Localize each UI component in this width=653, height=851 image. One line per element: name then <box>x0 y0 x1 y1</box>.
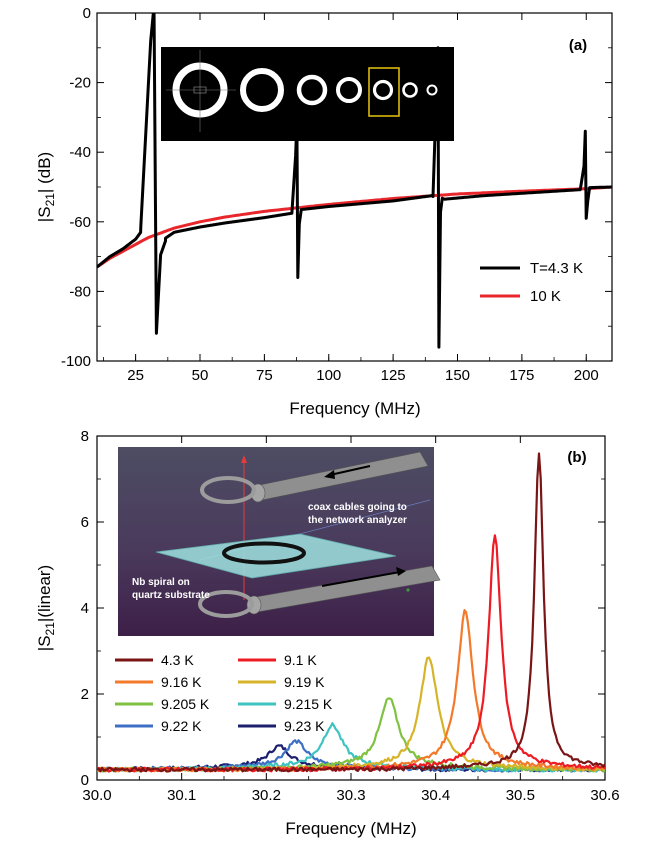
legend-b-label-3: 9.19 K <box>284 674 325 690</box>
panel-a-xtick-label-6: 175 <box>509 367 534 384</box>
panel-a-ytick-label-0: 0 <box>83 5 91 22</box>
legend-b-label-7: 9.23 K <box>284 718 325 734</box>
panel-a-ytick-label-5: -100 <box>61 353 91 370</box>
panel-b-ytick-label-2: 4 <box>81 600 89 617</box>
panel-a-ytick-label-1: -20 <box>69 75 91 92</box>
panel-a-curves <box>97 13 612 349</box>
panel-b-curves <box>97 452 605 773</box>
panel-b-label: (b) <box>567 449 586 466</box>
ring-2 <box>240 68 284 112</box>
panel-b-xtick-label-2: 30.2 <box>252 787 281 804</box>
panel-a-xtick-label-4: 125 <box>381 367 406 384</box>
inset-coax-label-1: coax cables going to <box>308 502 407 513</box>
legend-a-label-1: 10 K <box>530 288 561 305</box>
panel-b-ytick-label-4: 8 <box>81 428 89 445</box>
panel-b-xtick-label-6: 30.6 <box>590 787 619 804</box>
panel-b-xtick-label-0: 30.0 <box>82 787 111 804</box>
panel-a-xtick-label-2: 75 <box>256 367 273 384</box>
panel-a-xtick-label-3: 100 <box>316 367 341 384</box>
panel-a-ytick-label-3: -60 <box>69 214 91 231</box>
inset-nb-label-1: Nb spiral on <box>132 577 190 588</box>
panel-b-legend: 4.3 K 9.1 K 9.16 K 9.19 K 9.205 K 9.215 K 9.22… <box>115 652 333 734</box>
panel-a-xtick-label-0: 25 <box>127 367 144 384</box>
panel-a-xlabel: Frequency (MHz) <box>289 399 420 418</box>
panel-b-xtick-label-3: 30.3 <box>336 787 365 804</box>
legend-b-label-2: 9.16 K <box>161 674 202 690</box>
panel-a-inset-image <box>161 47 454 141</box>
panel-b-xtick-label-5: 30.5 <box>506 787 535 804</box>
inset-nb-label-2: quartz substrate <box>132 590 210 601</box>
panel-a-xtick-label-1: 50 <box>192 367 209 384</box>
panel-b: 30.0 30.1 30.2 30.3 30.4 30.5 30.6 0 2 4 6 8 <box>35 428 620 838</box>
panel-a-label: (a) <box>569 37 587 54</box>
panel-b-ytick-label-1: 2 <box>81 686 89 703</box>
ring-3 <box>296 74 328 106</box>
nb-spiral <box>222 541 306 565</box>
panel-b-xlabel: Frequency (MHz) <box>285 819 416 838</box>
panel-a-ticks: 25 50 75 100 125 150 175 200 0 -20 -40 -60 -80 -100 <box>61 5 612 384</box>
ring-4 <box>336 77 362 103</box>
panel-b-ytick-label-3: 6 <box>81 514 89 531</box>
inset-coax-label-2: the network analyzer <box>308 515 407 526</box>
panel-a-xtick-label-7: 200 <box>574 367 599 384</box>
ring-6 <box>402 82 418 98</box>
ring-highlight-box <box>368 67 400 117</box>
panel-b-ylabel: |S21|(linear) <box>35 565 57 651</box>
legend-b-label-0: 4.3 K <box>161 652 194 668</box>
legend-b-label-1: 9.1 K <box>284 652 317 668</box>
legend-b-label-5: 9.215 K <box>284 696 333 712</box>
ring-7 <box>426 84 438 96</box>
panel-b-inset-render: coax cables going to the network analyze… <box>118 447 441 636</box>
panel-a-ylabel: |S21| (dB) <box>35 152 57 222</box>
panel-b-xtick-label-4: 30.4 <box>421 787 450 804</box>
legend-b-label-6: 9.22 K <box>161 718 202 734</box>
legend-b-label-4: 9.205 K <box>161 696 210 712</box>
series-10K <box>97 185 612 269</box>
panel-b-ytick-label-0: 0 <box>81 772 89 789</box>
panel-a-legend: T=4.3 K 10 K <box>480 260 583 305</box>
panel-a-xtick-label-5: 150 <box>445 367 470 384</box>
legend-a-label-0: T=4.3 K <box>530 260 583 277</box>
ring-5 <box>372 79 394 101</box>
series-4.3K <box>97 13 612 349</box>
series-4.3K <box>97 452 605 773</box>
panel-b-xtick-label-1: 30.1 <box>167 787 196 804</box>
panel-a: 25 50 75 100 125 150 175 200 0 -20 -40 -60 -80 -100 (… <box>35 5 613 418</box>
panel-a-ytick-label-4: -80 <box>69 283 91 300</box>
panel-a-ytick-label-2: -40 <box>69 144 91 161</box>
panel-b-ticks: 30.0 30.1 30.2 30.3 30.4 30.5 30.6 0 2 4 6 8 <box>81 428 620 804</box>
